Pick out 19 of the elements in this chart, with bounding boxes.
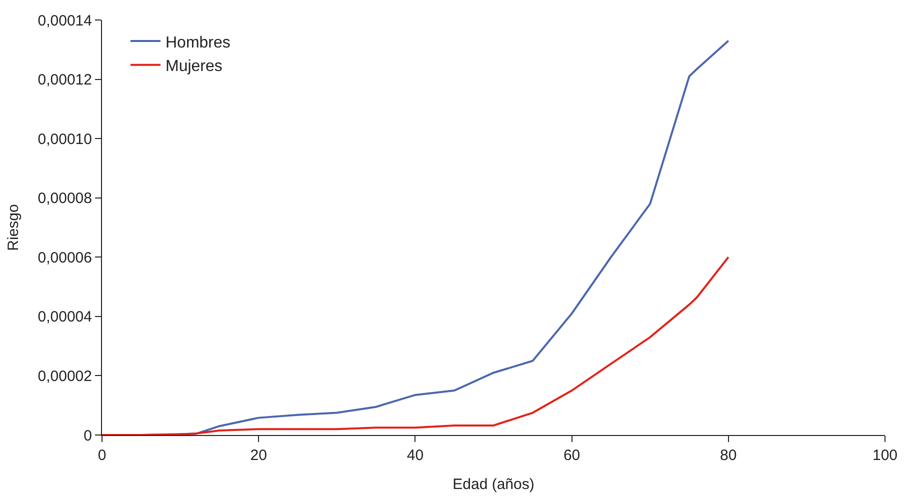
y-tick-label: 0,00002 — [38, 368, 92, 385]
y-tick-label: 0 — [84, 427, 92, 444]
y-tick-label: 0,00014 — [38, 12, 92, 30]
x-tick-label: 20 — [250, 447, 267, 464]
x-tick-label: 80 — [720, 447, 737, 464]
y-tick-label: 0,00008 — [38, 190, 92, 208]
x-tick-label: 40 — [406, 447, 424, 464]
x-tick-label: 100 — [872, 447, 898, 464]
y-tick-label: 0,00006 — [38, 249, 92, 266]
y-tick-label: 0,00012 — [38, 72, 92, 89]
line-series — [102, 256, 730, 435]
x-axis-title: Edad (años) — [452, 476, 534, 493]
legend-label: Hombres — [165, 34, 230, 52]
y-tick-label: 0,00010 — [38, 130, 92, 148]
x-tick-label: 60 — [563, 447, 580, 464]
x-tick-label: 0 — [98, 447, 106, 464]
y-tick-label: 0,00004 — [38, 308, 92, 326]
legend-label: Mujeres — [165, 58, 222, 76]
y-axis-title: Riesgo — [5, 204, 22, 251]
